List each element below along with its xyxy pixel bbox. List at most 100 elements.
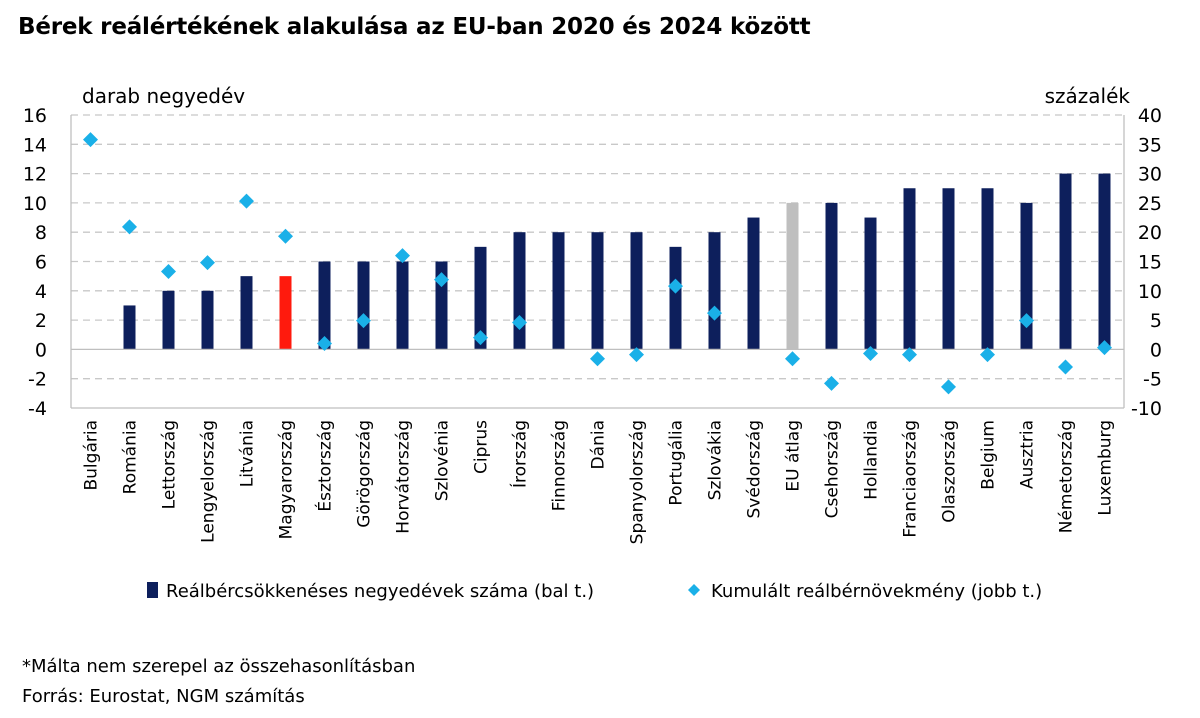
category-label: Bulgária bbox=[82, 420, 102, 491]
category-label: Portugália bbox=[667, 420, 687, 506]
bar bbox=[747, 217, 760, 350]
bar bbox=[357, 261, 370, 350]
right-axis-unit-label: százalék bbox=[1044, 84, 1130, 108]
category-label: Litvánia bbox=[238, 420, 258, 487]
category-label: Svédország bbox=[745, 420, 765, 518]
data-point bbox=[200, 255, 215, 271]
legend-diamond-swatch bbox=[688, 584, 700, 596]
bar bbox=[123, 305, 136, 350]
chart-title: Bérek reálértékének alakulása az EU-ban … bbox=[18, 14, 811, 40]
data-point bbox=[239, 193, 254, 209]
bar bbox=[552, 232, 565, 350]
data-point bbox=[278, 228, 293, 244]
right-axis-tick-label: 0 bbox=[1150, 339, 1162, 361]
right-axis-tick-label: 20 bbox=[1138, 222, 1162, 244]
data-point bbox=[434, 272, 449, 288]
footnote: *Málta nem szerepel az összehasonlításba… bbox=[22, 656, 416, 677]
category-label: EU átlag bbox=[784, 420, 804, 492]
bar bbox=[396, 261, 409, 350]
category-label: Szlovénia bbox=[433, 420, 453, 501]
bar bbox=[708, 232, 721, 350]
right-axis-tick-label: 25 bbox=[1138, 193, 1162, 215]
data-point bbox=[980, 347, 995, 363]
right-axis-tick-label: 35 bbox=[1138, 134, 1162, 156]
right-axis-tick-label: -10 bbox=[1131, 398, 1162, 420]
data-point bbox=[317, 336, 332, 352]
right-axis-tick-label: 30 bbox=[1138, 164, 1162, 186]
bar bbox=[786, 202, 799, 350]
left-axis-tick-label: 12 bbox=[23, 164, 47, 186]
bar bbox=[630, 232, 643, 350]
category-label: Franciaország bbox=[901, 420, 921, 538]
bar bbox=[591, 232, 604, 350]
category-label: Olaszország bbox=[940, 420, 960, 523]
bar bbox=[1020, 202, 1033, 350]
data-point bbox=[1019, 313, 1034, 329]
data-point bbox=[902, 347, 917, 363]
bar bbox=[864, 217, 877, 350]
data-point bbox=[824, 375, 839, 391]
category-label: Németország bbox=[1057, 420, 1077, 533]
category-label: Lettország bbox=[160, 420, 180, 509]
data-point bbox=[122, 219, 137, 235]
bar bbox=[279, 276, 292, 350]
left-axis-tick-label: -2 bbox=[28, 369, 47, 391]
data-point bbox=[356, 313, 371, 329]
category-label: Görögország bbox=[355, 420, 375, 528]
data-point bbox=[512, 314, 527, 330]
bar bbox=[1098, 173, 1111, 350]
bar bbox=[942, 188, 955, 350]
category-label: Luxemburg bbox=[1096, 420, 1116, 516]
right-axis-tick-label: 10 bbox=[1138, 281, 1162, 303]
right-axis-tick-label: 15 bbox=[1138, 252, 1162, 274]
bar bbox=[318, 261, 331, 350]
bar bbox=[981, 188, 994, 350]
data-point bbox=[161, 263, 176, 279]
bar bbox=[201, 290, 214, 350]
category-label: Csehország bbox=[823, 420, 843, 518]
category-label: Ciprus bbox=[472, 420, 492, 474]
data-point bbox=[785, 351, 800, 367]
category-label: Spanyolország bbox=[628, 420, 648, 544]
data-point bbox=[590, 351, 605, 367]
chart-area: -4 -2 0 2 4 6 8 10 12 14 16 -10 -5 0 5 10 15 20 25 30 35 40 Bu… bbox=[23, 105, 1162, 602]
right-axis-tick-label: 5 bbox=[1150, 310, 1162, 332]
right-axis-tick-label: 40 bbox=[1138, 105, 1162, 127]
data-point bbox=[395, 248, 410, 264]
bar bbox=[474, 246, 487, 350]
left-axis-tick-label: 10 bbox=[23, 193, 47, 215]
category-label: Hollandia bbox=[862, 420, 882, 500]
bar bbox=[903, 188, 916, 350]
legend-bar-swatch bbox=[147, 582, 158, 598]
category-label: Szlovákia bbox=[706, 420, 726, 500]
left-axis-tick-label: 8 bbox=[35, 222, 47, 244]
bar bbox=[825, 202, 838, 350]
category-label: Románia bbox=[121, 420, 141, 494]
bar bbox=[162, 290, 175, 350]
bar bbox=[240, 276, 253, 350]
bar bbox=[669, 246, 682, 350]
category-label: Magyarország bbox=[277, 420, 297, 539]
left-axis-tick-label: -4 bbox=[28, 398, 47, 420]
left-axis-tick-label: 16 bbox=[23, 105, 47, 127]
category-label: Horvátország bbox=[394, 420, 414, 534]
category-label: Belgium bbox=[979, 420, 999, 490]
left-axis-tick-label: 14 bbox=[23, 134, 47, 156]
category-label: Dánia bbox=[589, 420, 609, 469]
legend-bar-label: Reálbércsökkenéses negyedévek száma (bal… bbox=[166, 581, 594, 602]
category-label: Írország bbox=[509, 420, 531, 488]
data-point bbox=[1097, 340, 1112, 356]
data-point bbox=[473, 330, 488, 346]
right-axis-tick-label: -5 bbox=[1143, 369, 1162, 391]
source-note: Forrás: Eurostat, NGM számítás bbox=[22, 686, 305, 707]
legend-diamond-label: Kumulált reálbérnövekmény (jobb t.) bbox=[711, 581, 1042, 602]
data-point bbox=[707, 305, 722, 321]
category-label: Finnország bbox=[550, 420, 570, 511]
bar bbox=[1059, 173, 1072, 350]
left-axis-tick-label: 6 bbox=[35, 252, 47, 274]
data-point bbox=[863, 346, 878, 362]
category-label: Lengyelország bbox=[199, 420, 219, 543]
data-point bbox=[629, 347, 644, 363]
category-label: Észtország bbox=[314, 420, 336, 512]
left-axis-unit-label: darab negyedév bbox=[82, 84, 246, 108]
